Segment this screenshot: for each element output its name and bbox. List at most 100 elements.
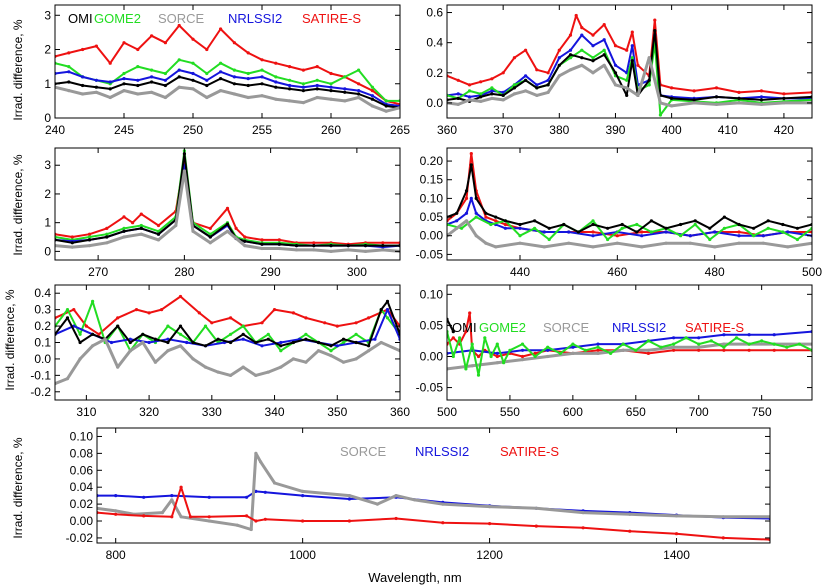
- p5-y-tick-label: 0.1: [34, 336, 51, 350]
- p7-point-sorce: [254, 451, 258, 455]
- p6-point-gome2: [672, 342, 676, 346]
- p5-point-sorce: [128, 349, 132, 353]
- p1-point-sorce: [246, 95, 250, 100]
- p3-point-gome2: [208, 232, 212, 236]
- p7-point-sorce: [628, 512, 632, 516]
- p6-point-gome2: [464, 367, 468, 371]
- p6-point-satire-s: [520, 354, 525, 359]
- p1-point-omi: [205, 83, 209, 88]
- p7-x-tick-label: 1200: [476, 548, 503, 562]
- p7-point-sorce: [259, 460, 263, 464]
- p1-y-tick-label: 0: [44, 111, 51, 125]
- p5-point-omi: [191, 340, 195, 345]
- p1-x-tick-label: 255: [252, 123, 272, 137]
- y-axis-label-row4: Irrad. difference, %: [11, 437, 25, 538]
- p5-point-satire-s: [84, 324, 88, 328]
- p2-point-omi: [613, 71, 618, 75]
- p1-point-sorce: [370, 104, 374, 108]
- p3-point-sorce: [156, 238, 161, 242]
- p4-point-satire-s: [494, 219, 498, 223]
- p2-y-tick-label: 0.2: [426, 66, 443, 80]
- p6-point-gome2: [520, 342, 525, 346]
- p1-point-omi: [94, 85, 98, 89]
- p2-point-gome2: [512, 83, 517, 87]
- p5-point-satire-s: [354, 321, 358, 325]
- p4-point-omi: [649, 219, 654, 223]
- p4-point-satire-s: [503, 222, 507, 227]
- p1-point-gome2: [191, 61, 195, 65]
- p6-point-sorce: [697, 345, 701, 349]
- p5-point-gome2: [279, 349, 283, 353]
- p7-point-sorce: [114, 509, 118, 513]
- p5-point-gome2: [241, 324, 245, 328]
- p7-point-sorce: [179, 515, 183, 519]
- p3-point-omi: [346, 244, 350, 248]
- p4-point-omi: [474, 196, 478, 200]
- p4-point-omi: [781, 222, 785, 227]
- p1-point-nrlssi2: [122, 77, 126, 81]
- p2-point-sorce: [613, 83, 618, 87]
- p2-point-satire-s: [714, 86, 719, 90]
- p6-legend-nrlssi2: NRLSSI2: [612, 320, 666, 335]
- p2-point-sorce: [512, 92, 517, 96]
- p3-point-sorce: [122, 235, 126, 239]
- p3-point-satire-s: [156, 223, 161, 228]
- p2-point-sorce: [636, 93, 640, 97]
- p2-point-satire-s: [524, 48, 528, 52]
- p4-point-omi: [752, 226, 756, 230]
- p2-point-nrlssi2: [490, 89, 494, 93]
- p1-point-nrlssi2: [343, 87, 347, 91]
- p3-point-satire-s: [381, 241, 385, 245]
- p2-point-sorce: [692, 101, 696, 105]
- p6-x-tick-label: 750: [752, 405, 772, 419]
- p1-point-satire-s: [67, 51, 71, 55]
- p3-point-sorce: [70, 245, 74, 249]
- p2-point-omi: [737, 96, 741, 100]
- p5-point-omi: [316, 340, 321, 345]
- p5-point-gome2: [78, 332, 82, 336]
- p6-point-nrlssi2: [747, 333, 751, 337]
- p4-point-gome2: [620, 226, 624, 230]
- p2-point-omi: [546, 83, 550, 87]
- p5-point-omi: [116, 324, 120, 328]
- p5-x-tick-label: 310: [76, 405, 96, 419]
- p4-point-omi: [606, 226, 610, 230]
- p1-point-gome2: [260, 68, 264, 72]
- p6-point-gome2: [451, 354, 455, 359]
- p5-point-satire-s: [304, 316, 308, 320]
- p6-point-gome2: [483, 336, 487, 340]
- p2-point-omi: [759, 98, 764, 102]
- p2-point-satire-s: [479, 80, 483, 84]
- p2-point-sorce: [546, 90, 550, 94]
- p7-point-satire-s: [581, 526, 585, 530]
- p5-y-tick-label: -0.2: [30, 385, 51, 399]
- p7-point-satire-s: [488, 522, 492, 526]
- p5-point-gome2: [178, 332, 183, 336]
- y-axis-label-row2: Irrad. difference, %: [11, 154, 25, 255]
- p7-point-nrlssi2: [347, 497, 351, 501]
- p5-point-omi: [385, 299, 390, 303]
- p1-legend-omi: OMI: [68, 11, 93, 26]
- p6-legend-gome2: GOME2: [479, 320, 526, 335]
- p1-point-gome2: [315, 78, 319, 82]
- p3-point-omi: [260, 242, 264, 246]
- p2-point-omi: [501, 93, 505, 97]
- p5-point-nrlssi2: [260, 344, 264, 348]
- p4-point-nrlssi2: [640, 234, 644, 238]
- p5-point-nrlssi2: [373, 337, 377, 341]
- p2-point-sorce: [658, 101, 663, 105]
- p1-point-nrlssi2: [150, 75, 154, 79]
- p2-point-satire-s: [782, 92, 786, 96]
- p5-point-satire-s: [260, 321, 264, 325]
- p5-point-sorce: [254, 373, 258, 377]
- p1-point-omi: [301, 89, 305, 93]
- p6-point-gome2: [558, 351, 562, 355]
- p1-point-satire-s: [260, 58, 264, 62]
- p2-point-sorce: [568, 68, 573, 72]
- p3-point-omi: [182, 152, 186, 156]
- p6-point-gome2: [508, 348, 512, 352]
- p6-point-sorce: [646, 348, 651, 352]
- p1-point-nrlssi2: [246, 77, 250, 81]
- p1-y-tick-label: 2: [44, 43, 51, 57]
